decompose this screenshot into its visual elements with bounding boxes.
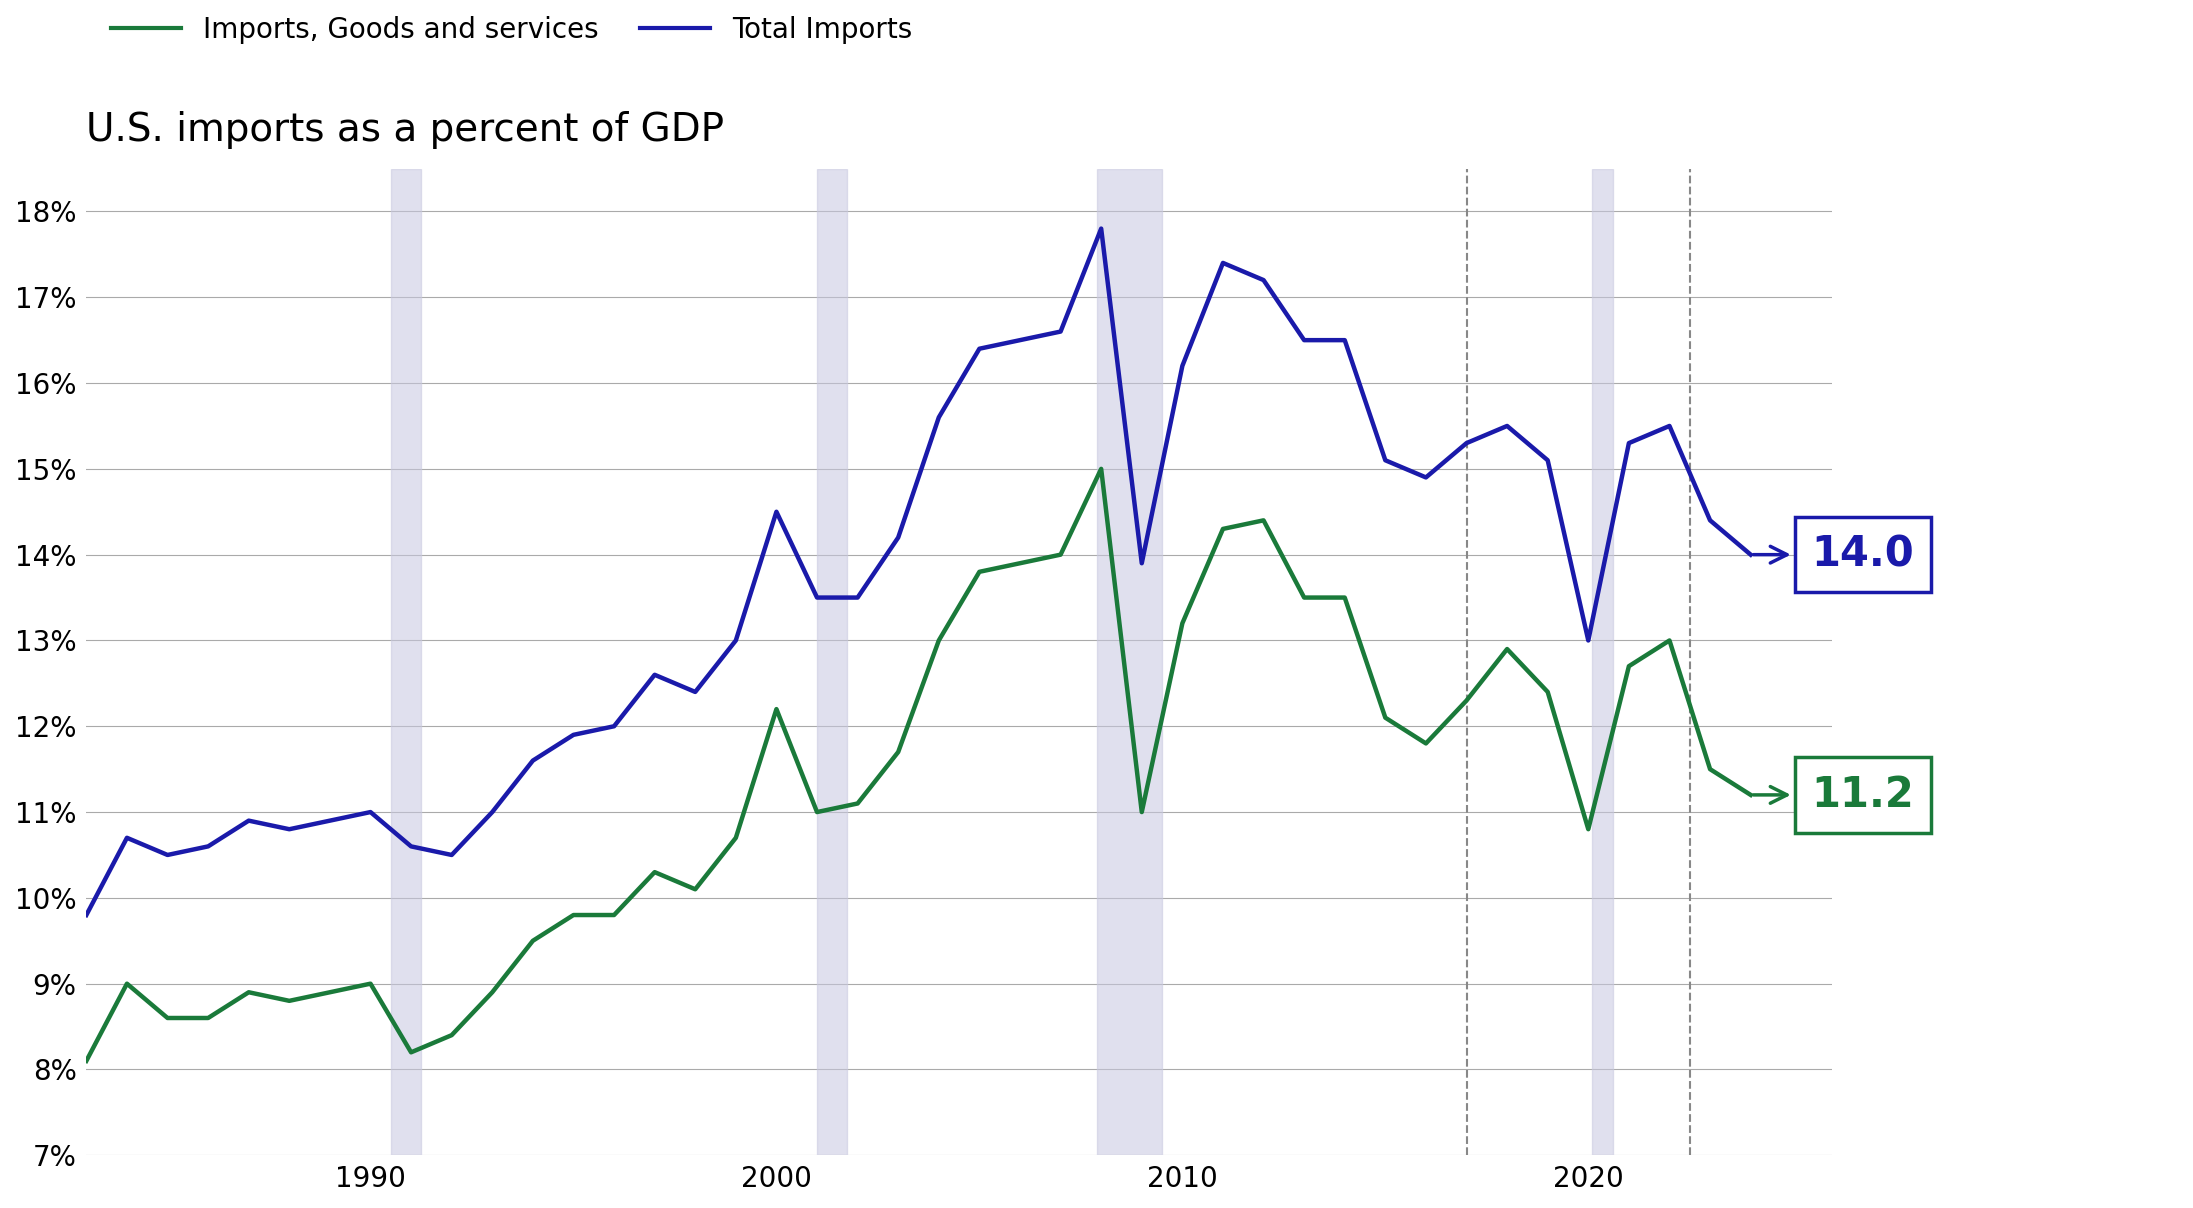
Bar <box>390 169 421 1155</box>
Text: 14.0: 14.0 <box>1754 534 1914 576</box>
Text: U.S. imports as a percent of GDP: U.S. imports as a percent of GDP <box>86 111 724 149</box>
Bar <box>818 169 846 1155</box>
Bar <box>1096 169 1162 1155</box>
Legend: Imports, Goods and services, Total Imports: Imports, Goods and services, Total Impor… <box>101 5 923 56</box>
Text: 11.2: 11.2 <box>1754 774 1914 815</box>
Bar <box>1592 169 1612 1155</box>
